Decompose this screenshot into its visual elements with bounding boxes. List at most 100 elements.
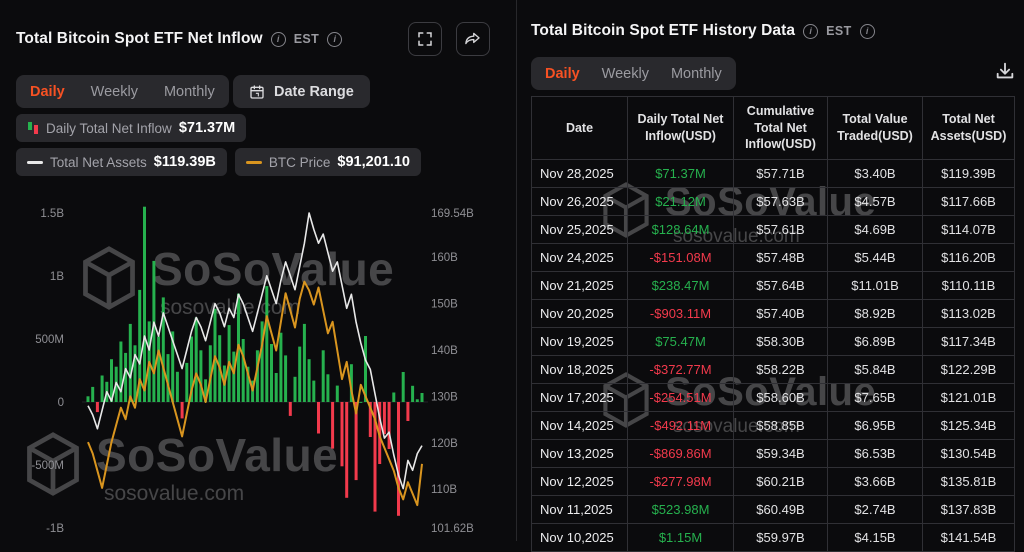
table-row: Nov 14,2025 -$492.11M $58.85B $6.95B $125.34…: [531, 410, 1015, 440]
tab-daily[interactable]: Daily: [30, 83, 65, 100]
title-info-icon[interactable]: i: [270, 31, 286, 47]
tab-monthly[interactable]: Monthly: [670, 65, 722, 82]
fullscreen-button[interactable]: [408, 22, 442, 56]
cell-cumulative-inflow: $57.61B: [733, 214, 828, 244]
cell-net-assets: $125.34B: [922, 410, 1015, 440]
est-label: EST: [293, 32, 320, 46]
cell-daily-inflow: $523.98M: [627, 494, 734, 524]
legend-total-net-assets[interactable]: Total Net Assets $119.39B: [16, 148, 227, 176]
legend-label: Total Net Assets: [50, 154, 147, 170]
table-row: Nov 12,2025 -$277.98M $60.21B $3.66B $135.81…: [531, 466, 1015, 496]
cell-net-assets: $119.39B: [922, 158, 1015, 188]
tab-daily[interactable]: Daily: [545, 65, 580, 82]
history-table: Date Daily Total Net Inflow(USD) Cumulativ…: [531, 96, 1015, 552]
cell-daily-inflow: $1.15M: [627, 522, 734, 552]
timeframe-tabs: Daily Weekly Monthly: [531, 57, 736, 90]
cell-value-traded: $4.57B: [827, 186, 923, 216]
cell-net-assets: $135.81B: [922, 466, 1015, 496]
cell-daily-inflow: -$869.86M: [627, 438, 734, 468]
table-row: Nov 28,2025 $71.37M $57.71B $3.40B $119.39B: [531, 158, 1015, 188]
svg-text:160B: 160B: [431, 252, 458, 264]
svg-text:120B: 120B: [431, 438, 458, 450]
cell-value-traded: $8.92B: [827, 298, 923, 328]
table-row: Nov 11,2025 $523.98M $60.49B $2.74B $137.83B: [531, 494, 1015, 524]
cell-cumulative-inflow: $60.49B: [733, 494, 828, 524]
cell-net-assets: $114.07B: [922, 214, 1015, 244]
share-button[interactable]: [456, 22, 490, 56]
tab-monthly[interactable]: Monthly: [163, 83, 215, 100]
cell-value-traded: $6.89B: [827, 326, 923, 356]
cell-date: Nov 18,2025: [531, 354, 628, 384]
expand-icon: [418, 32, 432, 46]
legend-value: $71.37M: [178, 120, 236, 136]
svg-text:110B: 110B: [431, 484, 457, 496]
netinflow-chart[interactable]: 1.5B 1B 500M 0 -500M -1B 169.54B 160B 150B 140B 13…: [0, 190, 516, 541]
cell-value-traded: $6.95B: [827, 410, 923, 440]
table-header-row: Date Daily Total Net Inflow(USD) Cumulativ…: [531, 96, 1015, 160]
cell-date: Nov 13,2025: [531, 438, 628, 468]
tab-weekly[interactable]: Weekly: [601, 65, 649, 82]
left-panel-header: Total Bitcoin Spot ETF Net Inflow i EST …: [16, 22, 490, 56]
svg-text:1B: 1B: [50, 271, 64, 283]
cell-net-assets: $117.34B: [922, 326, 1015, 356]
page-title: Total Bitcoin Spot ETF Net Inflow: [16, 30, 263, 47]
svg-text:169.54B: 169.54B: [431, 208, 474, 220]
history-data-panel: Total Bitcoin Spot ETF History Data i ES…: [517, 0, 1024, 552]
history-table-scroll-area[interactable]: Date Daily Total Net Inflow(USD) Cumulativ…: [531, 96, 1015, 552]
cell-cumulative-inflow: $58.30B: [733, 326, 828, 356]
timeframe-tabs: Daily Weekly Monthly: [16, 75, 229, 108]
legend-row-1: Daily Total Net Inflow $71.37M: [16, 114, 247, 142]
title-info-icon[interactable]: i: [803, 23, 819, 39]
net-inflow-chart-panel: Total Bitcoin Spot ETF Net Inflow i EST …: [0, 0, 516, 541]
date-range-label: Date Range: [274, 83, 354, 100]
column-header: Daily Total Net Inflow(USD): [627, 96, 734, 160]
tab-weekly[interactable]: Weekly: [90, 83, 138, 100]
cell-date: Nov 14,2025: [531, 410, 628, 440]
table-row: Nov 13,2025 -$869.86M $59.34B $6.53B $130.54…: [531, 438, 1015, 468]
cell-value-traded: $4.15B: [827, 522, 923, 552]
legend-daily-net-inflow[interactable]: Daily Total Net Inflow $71.37M: [16, 114, 247, 142]
cell-date: Nov 26,2025: [531, 186, 628, 216]
cell-date: Nov 17,2025: [531, 382, 628, 412]
cell-daily-inflow: -$151.08M: [627, 242, 734, 272]
column-header: Total Value Traded(USD): [827, 96, 923, 160]
cell-cumulative-inflow: $57.40B: [733, 298, 828, 328]
column-header: Total Net Assets(USD): [922, 96, 1015, 160]
cell-daily-inflow: -$372.77M: [627, 354, 734, 384]
cell-date: Nov 11,2025: [531, 494, 628, 524]
cell-date: Nov 21,2025: [531, 270, 628, 300]
legend-btc-price[interactable]: BTC Price $91,201.10: [234, 148, 421, 176]
cell-net-assets: $113.02B: [922, 298, 1015, 328]
cell-daily-inflow: -$277.98M: [627, 466, 734, 496]
cell-net-assets: $141.54B: [922, 522, 1015, 552]
cell-cumulative-inflow: $57.71B: [733, 158, 828, 188]
table-row: Nov 26,2025 $21.12M $57.63B $4.57B $117.66B: [531, 186, 1015, 216]
cell-cumulative-inflow: $59.34B: [733, 438, 828, 468]
svg-text:150B: 150B: [431, 299, 458, 311]
cell-value-traded: $4.69B: [827, 214, 923, 244]
cell-net-assets: $121.01B: [922, 382, 1015, 412]
cell-daily-inflow: $75.47M: [627, 326, 734, 356]
cell-cumulative-inflow: $57.63B: [733, 186, 828, 216]
cell-daily-inflow: $71.37M: [627, 158, 734, 188]
cell-cumulative-inflow: $60.21B: [733, 466, 828, 496]
cell-daily-inflow: -$254.51M: [627, 382, 734, 412]
cell-value-traded: $7.65B: [827, 382, 923, 412]
table-row: Nov 17,2025 -$254.51M $58.60B $7.65B $121.01…: [531, 382, 1015, 412]
date-range-button[interactable]: Date Range: [233, 75, 370, 108]
calendar-icon: [250, 84, 264, 99]
est-info-icon[interactable]: i: [859, 23, 875, 39]
cell-value-traded: $3.40B: [827, 158, 923, 188]
cell-date: Nov 24,2025: [531, 242, 628, 272]
cell-cumulative-inflow: $58.60B: [733, 382, 828, 412]
cell-date: Nov 25,2025: [531, 214, 628, 244]
cell-value-traded: $11.01B: [827, 270, 923, 300]
cell-cumulative-inflow: $57.64B: [733, 270, 828, 300]
svg-text:-500M: -500M: [31, 460, 64, 472]
download-button[interactable]: [994, 60, 1016, 85]
est-info-icon[interactable]: i: [327, 31, 343, 47]
cell-value-traded: $5.84B: [827, 354, 923, 384]
svg-text:0: 0: [58, 397, 64, 409]
cell-net-assets: $117.66B: [922, 186, 1015, 216]
cell-daily-inflow: -$492.11M: [627, 410, 734, 440]
